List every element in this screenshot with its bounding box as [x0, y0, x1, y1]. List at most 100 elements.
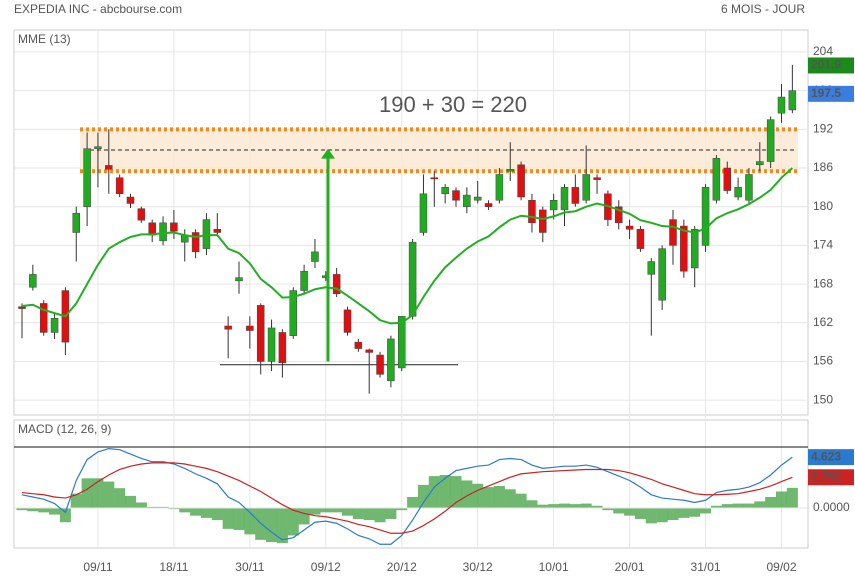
x-tick-label: 20/01	[615, 560, 645, 574]
y-tick-label: 174	[813, 238, 833, 252]
histogram-bar	[461, 480, 473, 508]
candle-body	[788, 90, 797, 111]
candle-body	[701, 187, 710, 246]
candle-body	[712, 158, 721, 201]
histogram-bar	[656, 507, 668, 523]
y-tick-label: 192	[813, 121, 833, 135]
histogram-bar	[732, 503, 744, 508]
candle-body	[419, 193, 428, 233]
candle-body	[484, 203, 493, 207]
header-title: EXPEDIA INC - abcbourse.com	[14, 2, 182, 16]
histogram-bar	[298, 507, 310, 525]
histogram-bar	[320, 507, 332, 513]
candle-body	[343, 309, 352, 333]
candle-body	[387, 338, 395, 382]
x-tick-label: 09/02	[766, 560, 796, 574]
candle-body	[105, 165, 113, 170]
x-tick-label: 10/01	[539, 560, 569, 574]
histogram-bar	[548, 504, 560, 508]
histogram-bar	[569, 504, 581, 508]
candle-body	[278, 332, 287, 364]
histogram-bar	[439, 474, 451, 508]
candle-body	[549, 200, 558, 211]
histogram-bar	[233, 507, 245, 530]
histogram-bar	[786, 487, 798, 508]
histogram-bar	[493, 485, 505, 508]
candle-body	[593, 177, 601, 180]
histogram-bar	[743, 503, 755, 508]
histogram-bar	[266, 507, 278, 543]
histogram-bar	[146, 506, 158, 508]
candle-body	[115, 177, 124, 195]
histogram-bar	[331, 507, 343, 513]
histogram-bar	[157, 506, 169, 508]
y-tick-label: 0.0000	[813, 500, 850, 514]
candle-body	[398, 316, 406, 369]
histogram-bar	[385, 507, 397, 519]
histogram-bar	[634, 507, 646, 519]
y-tick-label: 180	[813, 199, 833, 213]
legend-label: MME (13)	[18, 32, 71, 46]
histogram-bar	[754, 501, 766, 508]
histogram-bar	[526, 500, 538, 508]
x-tick-label: 09/12	[311, 560, 341, 574]
histogram-bar	[352, 507, 364, 519]
y-tick-label: 150	[813, 392, 833, 406]
macd-panel	[13, 419, 809, 549]
histogram-bar	[309, 507, 321, 515]
candle-body	[246, 325, 254, 331]
candle-body	[365, 349, 373, 353]
histogram-bar	[211, 507, 223, 521]
price-tag-box	[808, 85, 854, 102]
candle-body	[506, 169, 514, 172]
histogram-bar	[342, 507, 353, 516]
candle-body	[528, 200, 536, 224]
histogram-bar	[602, 507, 614, 511]
histogram-bar	[765, 496, 777, 508]
candle-body	[224, 325, 232, 330]
candle-body	[94, 146, 102, 149]
histogram-bar	[515, 493, 527, 508]
candle-body	[170, 222, 178, 232]
x-tick-label: 09/11	[83, 560, 112, 574]
candle-body	[452, 190, 460, 201]
histogram-bar	[125, 495, 136, 508]
candle-body	[235, 277, 243, 282]
candle-body	[756, 161, 764, 166]
candle-body	[300, 270, 308, 291]
candle-body	[289, 290, 297, 336]
x-tick-label: 31/01	[691, 560, 721, 574]
histogram-bar	[38, 507, 50, 513]
candle-body	[18, 306, 26, 309]
annotation: 190 + 30 = 220	[379, 92, 527, 117]
price-tag: 197.5	[811, 86, 841, 100]
y-tick-label: 168	[813, 276, 833, 290]
histogram-bar	[287, 507, 299, 536]
candle-body	[625, 225, 634, 230]
x-tick-label: 30/12	[463, 560, 493, 574]
candle-body	[473, 196, 482, 201]
histogram-bar	[244, 507, 256, 535]
macd-line	[21, 462, 793, 534]
histogram-bar	[428, 476, 440, 508]
price-tag-box	[808, 57, 854, 74]
arrow-head	[321, 148, 335, 159]
value-tag-box	[808, 469, 854, 486]
candle-body	[159, 222, 167, 242]
candle-body	[560, 187, 569, 211]
value-tag: 4.623	[811, 449, 841, 463]
histogram-bar	[70, 493, 82, 508]
candle-body	[734, 187, 742, 198]
histogram-bar	[624, 507, 636, 516]
histogram-bar	[16, 507, 28, 511]
candle-body	[137, 208, 146, 221]
histogram-bar	[92, 478, 104, 508]
histogram-bar	[689, 507, 701, 517]
x-tick-label: 18/11	[159, 560, 188, 574]
mme-line	[21, 167, 794, 325]
histogram-bar	[179, 507, 191, 513]
histogram-bar	[27, 507, 39, 512]
histogram-bar	[591, 505, 603, 508]
candle-body	[647, 261, 656, 275]
